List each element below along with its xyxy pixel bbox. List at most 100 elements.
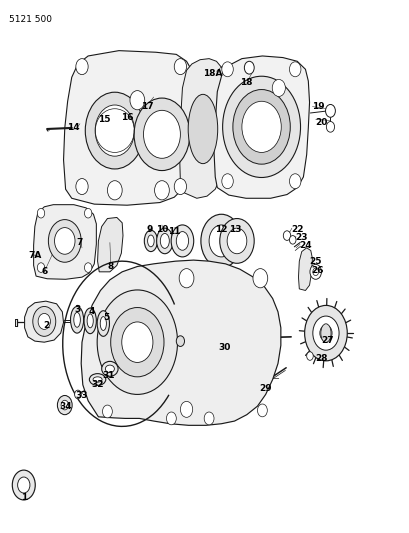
Text: 8: 8	[107, 262, 114, 271]
Circle shape	[95, 105, 134, 156]
Text: 22: 22	[290, 225, 303, 233]
Text: 18A: 18A	[203, 69, 222, 78]
Polygon shape	[97, 217, 123, 272]
Text: 20: 20	[314, 118, 326, 127]
Circle shape	[174, 179, 186, 195]
Ellipse shape	[97, 311, 109, 336]
Polygon shape	[34, 205, 96, 279]
Circle shape	[179, 269, 193, 288]
Text: 27: 27	[321, 336, 333, 344]
Circle shape	[232, 90, 290, 164]
Text: 18: 18	[239, 78, 252, 87]
Polygon shape	[298, 248, 312, 290]
Text: 28: 28	[314, 354, 326, 362]
Polygon shape	[25, 301, 63, 342]
Circle shape	[97, 290, 177, 394]
Circle shape	[121, 322, 153, 362]
Circle shape	[84, 263, 92, 272]
Polygon shape	[63, 51, 194, 205]
Text: 26: 26	[311, 266, 323, 275]
Text: 24: 24	[299, 241, 311, 249]
Circle shape	[221, 174, 233, 189]
Text: 34: 34	[59, 402, 72, 410]
Ellipse shape	[160, 233, 169, 248]
Circle shape	[180, 401, 192, 417]
Text: 7A: 7A	[29, 252, 42, 260]
Circle shape	[272, 79, 285, 96]
Circle shape	[48, 220, 81, 262]
Ellipse shape	[89, 374, 106, 385]
Circle shape	[134, 98, 189, 171]
Text: 31: 31	[102, 372, 115, 380]
Text: 4: 4	[89, 308, 95, 316]
Circle shape	[38, 313, 50, 329]
Text: 3: 3	[74, 305, 81, 313]
Ellipse shape	[320, 324, 330, 342]
Circle shape	[74, 390, 81, 399]
Text: 25: 25	[309, 257, 321, 265]
Circle shape	[37, 208, 45, 218]
Text: 23: 23	[294, 233, 307, 241]
Circle shape	[312, 316, 338, 350]
Circle shape	[221, 62, 233, 77]
Ellipse shape	[105, 365, 114, 373]
Circle shape	[12, 470, 35, 500]
Circle shape	[312, 268, 318, 276]
Circle shape	[174, 59, 186, 75]
Circle shape	[289, 236, 295, 244]
Circle shape	[241, 101, 281, 152]
Circle shape	[325, 104, 335, 117]
Circle shape	[18, 477, 30, 493]
Circle shape	[289, 174, 300, 189]
Ellipse shape	[87, 314, 93, 328]
Text: 10: 10	[155, 225, 168, 233]
Ellipse shape	[70, 306, 83, 333]
Text: 2: 2	[43, 321, 49, 329]
Circle shape	[304, 305, 346, 361]
Text: 33: 33	[76, 391, 88, 400]
Text: 17: 17	[141, 102, 153, 111]
Circle shape	[289, 62, 300, 77]
Polygon shape	[179, 59, 226, 198]
Circle shape	[326, 122, 334, 132]
Ellipse shape	[176, 231, 188, 250]
Circle shape	[107, 181, 122, 200]
Ellipse shape	[147, 235, 154, 247]
Polygon shape	[81, 260, 280, 425]
Circle shape	[84, 208, 92, 218]
Circle shape	[143, 110, 180, 158]
Circle shape	[306, 352, 312, 360]
Text: 32: 32	[91, 381, 103, 389]
Text: 30: 30	[218, 343, 230, 352]
Circle shape	[309, 264, 321, 279]
Circle shape	[110, 308, 164, 377]
Text: 16: 16	[121, 113, 133, 122]
Circle shape	[54, 228, 75, 254]
Circle shape	[283, 231, 290, 240]
Circle shape	[37, 263, 45, 272]
Circle shape	[252, 269, 267, 288]
Text: 1: 1	[21, 493, 28, 502]
Circle shape	[176, 336, 184, 346]
Ellipse shape	[171, 225, 193, 257]
Circle shape	[257, 404, 267, 417]
Text: 12: 12	[215, 225, 227, 233]
Text: 6: 6	[41, 268, 47, 276]
Circle shape	[76, 179, 88, 195]
Ellipse shape	[100, 317, 106, 330]
Text: 5121 500: 5121 500	[9, 15, 52, 24]
Circle shape	[154, 181, 169, 200]
Circle shape	[319, 325, 331, 341]
Circle shape	[76, 59, 88, 75]
Circle shape	[33, 306, 56, 336]
Circle shape	[166, 412, 176, 425]
Circle shape	[130, 91, 144, 110]
Text: 7: 7	[76, 238, 83, 247]
Circle shape	[200, 214, 241, 268]
Circle shape	[61, 400, 68, 410]
Ellipse shape	[156, 228, 173, 254]
Circle shape	[102, 405, 112, 418]
Text: 5: 5	[103, 313, 110, 321]
Circle shape	[219, 219, 254, 263]
Circle shape	[57, 395, 72, 415]
